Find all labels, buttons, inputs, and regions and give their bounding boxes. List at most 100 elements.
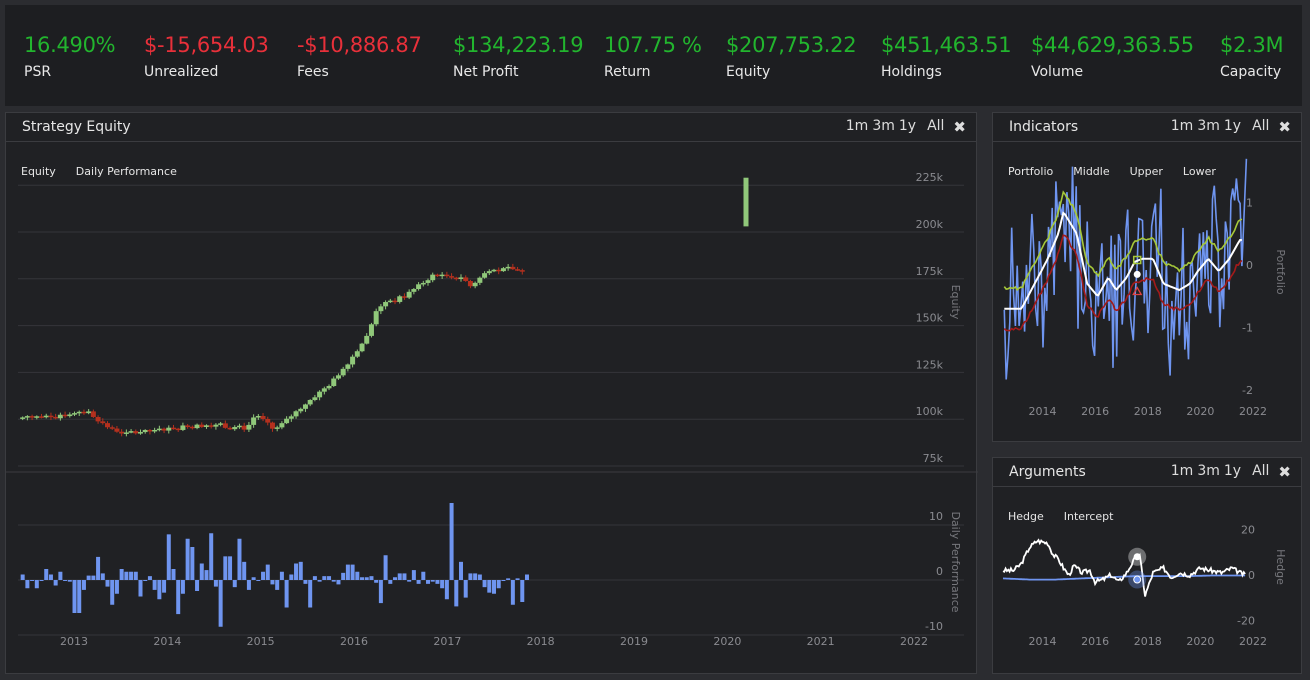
panel-title: Indicators	[1009, 119, 1079, 135]
range-1m-button[interactable]: 1m	[1170, 463, 1194, 479]
performance-bar	[482, 580, 487, 588]
performance-bar	[402, 573, 407, 580]
range-all-button[interactable]: All	[1252, 118, 1270, 134]
range-1y-button[interactable]: 1y	[1223, 463, 1242, 479]
y-axis-title: Daily Performance	[949, 511, 962, 612]
legend-upper[interactable]: Upper	[1129, 165, 1163, 178]
performance-bar	[487, 580, 492, 593]
performance-bar	[492, 580, 496, 594]
y-tick-label: 1	[1246, 197, 1253, 210]
performance-bar	[364, 577, 369, 580]
range-all-button[interactable]: All	[927, 118, 945, 134]
performance-bar	[355, 571, 360, 580]
performance-bar	[67, 580, 72, 582]
candle	[307, 399, 313, 405]
range-3m-button[interactable]: 3m	[1197, 118, 1220, 134]
candle	[463, 277, 469, 281]
y-tick-label: 225k	[916, 171, 944, 184]
arguments-chart: -20 0 20 2014 2016 2018 2020 2022 Hedge	[1002, 523, 1287, 648]
candle	[57, 414, 63, 419]
legend-daily-performance[interactable]: Daily Performance	[75, 165, 177, 178]
indicators-panel: Indicators 1m 3m 1y All ✖ Portfolio Midd…	[992, 112, 1302, 442]
indicators-chart: -2 -1 0 1 2014 2016 2018 2020 2022 Portfolio	[1003, 158, 1287, 418]
range-all-button[interactable]: All	[1252, 463, 1270, 479]
legend-middle[interactable]: Middle	[1073, 165, 1110, 178]
performance-bar	[105, 580, 110, 587]
candle	[378, 306, 384, 312]
performance-bar	[317, 580, 322, 582]
performance-bar	[77, 580, 82, 613]
performance-bar	[350, 564, 355, 580]
range-1y-button[interactable]: 1y	[898, 118, 917, 134]
performance-bar	[270, 580, 275, 585]
candle	[90, 411, 96, 417]
candle	[505, 266, 511, 269]
stat-volume: $44,629,363.55 Volume	[1031, 33, 1194, 80]
performance-bar	[520, 580, 525, 602]
y-tick-label: -1	[1242, 322, 1253, 335]
panel-header: Indicators 1m 3m 1y All ✖	[993, 113, 1301, 142]
range-1y-button[interactable]: 1y	[1223, 118, 1242, 134]
performance-bar	[341, 572, 346, 580]
performance-bar	[228, 556, 233, 580]
x-tick-label: 2020	[1186, 405, 1214, 418]
y-tick-label: 0	[1248, 569, 1255, 582]
candle	[95, 416, 101, 422]
candle	[345, 364, 351, 369]
close-icon[interactable]: ✖	[1278, 463, 1291, 481]
stat-value: $451,463.51	[881, 33, 1012, 57]
range-1m-button[interactable]: 1m	[845, 118, 869, 134]
legend-lower[interactable]: Lower	[1182, 165, 1216, 178]
performance-bar	[331, 580, 336, 582]
legend-intercept[interactable]: Intercept	[1063, 510, 1114, 523]
y-tick-label: 200k	[916, 218, 944, 231]
candle	[86, 411, 92, 414]
performance-bar	[25, 580, 30, 589]
performance-bar	[430, 580, 435, 582]
y-tick-label: 150k	[916, 312, 944, 325]
performance-bar	[213, 580, 218, 587]
performance-bar	[162, 580, 167, 593]
x-tick-label: 2020	[1186, 635, 1214, 648]
performance-bar	[506, 578, 511, 580]
stat-label: PSR	[24, 64, 52, 80]
upper-series-line	[1003, 190, 1243, 292]
range-3m-button[interactable]: 3m	[872, 118, 895, 134]
performance-bar	[426, 580, 431, 584]
arguments-panel: Arguments 1m 3m 1y All ✖ Hedge Intercept…	[992, 457, 1302, 674]
performance-bar	[496, 580, 501, 589]
x-tick-label: 2020	[713, 635, 741, 648]
legend-hedge[interactable]: Hedge	[1008, 510, 1044, 523]
performance-bar	[275, 580, 280, 590]
stat-value: 16.490%	[24, 33, 116, 57]
range-1m-button[interactable]: 1m	[1170, 118, 1194, 134]
hedge-marker	[1133, 553, 1141, 561]
performance-bar	[242, 561, 247, 580]
performance-bar	[289, 574, 294, 580]
candle	[387, 300, 393, 303]
performance-bar	[100, 573, 105, 580]
y-tick-label: 75k	[923, 452, 944, 465]
performance-bar	[223, 556, 228, 580]
stat-unrealized: $-15,654.03 Unrealized	[144, 33, 269, 80]
candle	[500, 268, 506, 272]
legend-portfolio[interactable]: Portfolio	[1008, 165, 1054, 178]
performance-bar	[336, 580, 341, 585]
performance-bar	[119, 569, 124, 580]
performance-bar	[110, 580, 115, 605]
candle	[24, 416, 30, 418]
stat-holdings: $451,463.51 Holdings	[881, 33, 1012, 80]
performance-bar	[81, 580, 86, 590]
range-3m-button[interactable]: 3m	[1197, 463, 1220, 479]
performance-bar	[463, 580, 468, 598]
legend-equity[interactable]: Equity	[21, 165, 56, 178]
performance-bar	[86, 575, 91, 580]
stat-label: Capacity	[1220, 64, 1282, 80]
stat-value: $44,629,363.55	[1031, 33, 1194, 57]
close-icon[interactable]: ✖	[953, 118, 966, 136]
candle	[241, 425, 247, 430]
candle	[359, 343, 365, 352]
candle	[416, 284, 422, 290]
close-icon[interactable]: ✖	[1278, 118, 1291, 136]
x-tick-label: 2018	[527, 635, 555, 648]
